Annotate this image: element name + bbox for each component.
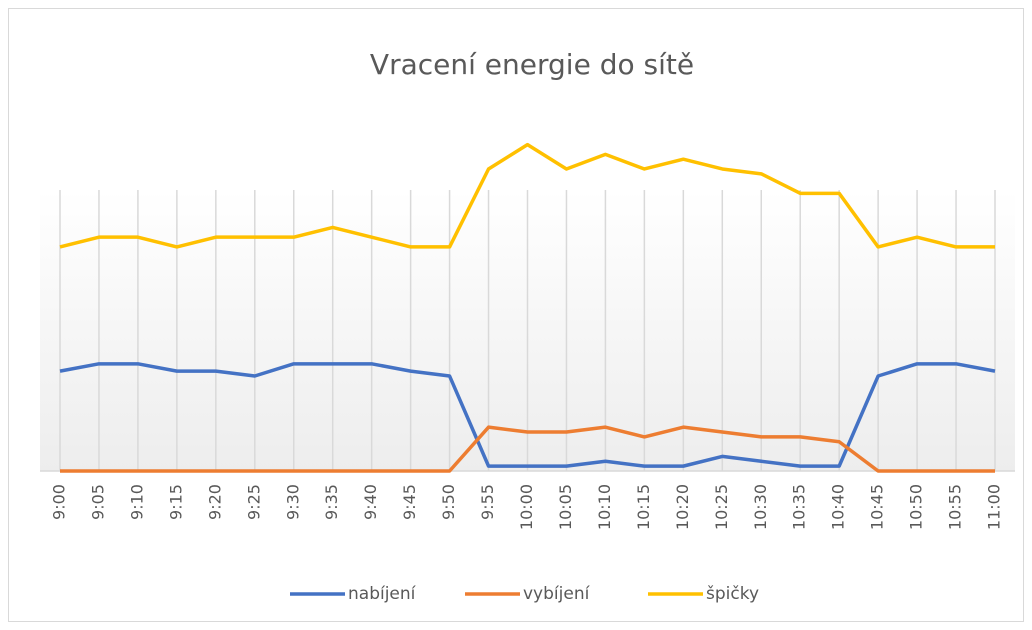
x-tick-label: 9:05: [88, 484, 107, 520]
x-tick-label: 9:40: [361, 484, 380, 520]
x-tick-label: 9:10: [127, 484, 146, 520]
x-tick-label: 9:50: [439, 484, 458, 520]
x-tick-label: 9:35: [322, 484, 341, 520]
legend-label: nabíjení: [348, 584, 417, 604]
x-tick-label: 9:25: [244, 484, 263, 520]
x-tick-label: 11:00: [985, 484, 1004, 530]
x-tick-label: 10:20: [673, 484, 692, 530]
x-tick-label: 10:25: [712, 484, 731, 530]
legend-label: vybíjení: [523, 584, 591, 604]
chart-title: Vracení energie do sítě: [370, 48, 694, 81]
series-line: [59, 362, 996, 468]
x-tick-label: 10:05: [556, 484, 575, 530]
x-tick-label: 10:15: [634, 484, 653, 530]
x-tick-label: 9:45: [400, 484, 419, 520]
x-tick-label: 9:20: [205, 484, 224, 520]
x-tick-label: 10:35: [790, 484, 809, 530]
x-tick-label: 9:00: [50, 484, 69, 520]
x-tick-label: 10:00: [517, 484, 536, 530]
x-tick-label: 10:45: [868, 484, 887, 530]
x-tick-label: 9:55: [478, 484, 497, 520]
x-tick-label: 10:10: [595, 484, 614, 530]
x-tick-label: 10:50: [907, 484, 926, 530]
series-line: [59, 142, 995, 249]
series-line: [60, 425, 995, 473]
x-tick-label: 9:15: [166, 484, 185, 520]
x-tick-label: 10:30: [751, 484, 770, 530]
legend-label: špičky: [706, 584, 759, 604]
x-tick-label: 10:40: [829, 484, 848, 530]
x-tick-label: 9:30: [283, 484, 302, 520]
x-tick-label: 10:55: [946, 484, 965, 530]
